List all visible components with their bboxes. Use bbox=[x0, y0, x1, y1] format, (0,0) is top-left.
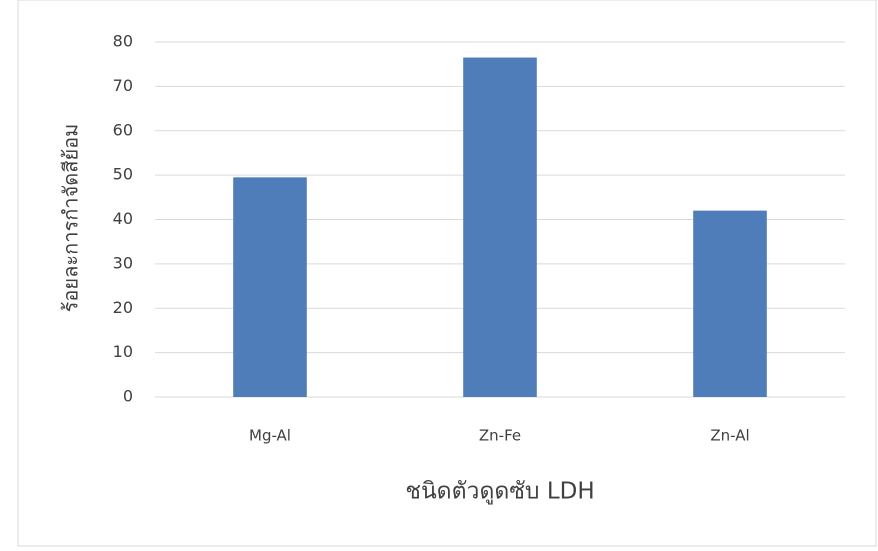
y-tick-label: 20 bbox=[113, 298, 133, 317]
y-tick-label: 80 bbox=[113, 32, 133, 51]
x-axis-title: ชนิดตัวดูดซับ LDH bbox=[405, 479, 594, 505]
y-tick-label: 50 bbox=[113, 165, 133, 184]
y-tick-label: 60 bbox=[113, 120, 133, 139]
chart: ร้อยละการกำจัดสีย้อม ชนิดตัวดูดซับ LDH 0… bbox=[0, 0, 878, 547]
y-tick-label: 30 bbox=[113, 253, 133, 272]
x-tick-label: Zn-Fe bbox=[479, 427, 521, 445]
y-tick-label: 40 bbox=[113, 209, 133, 228]
y-axis-title: ร้อยละการกำจัดสีย้อม bbox=[59, 124, 83, 313]
x-tick-label: Mg-Al bbox=[249, 427, 291, 445]
bar bbox=[463, 58, 537, 397]
y-tick-label: 0 bbox=[123, 387, 133, 406]
y-tick-label: 10 bbox=[113, 342, 133, 361]
bar bbox=[233, 177, 307, 397]
y-tick-label: 70 bbox=[113, 76, 133, 95]
bar bbox=[693, 211, 767, 397]
x-tick-label: Zn-Al bbox=[710, 427, 749, 445]
